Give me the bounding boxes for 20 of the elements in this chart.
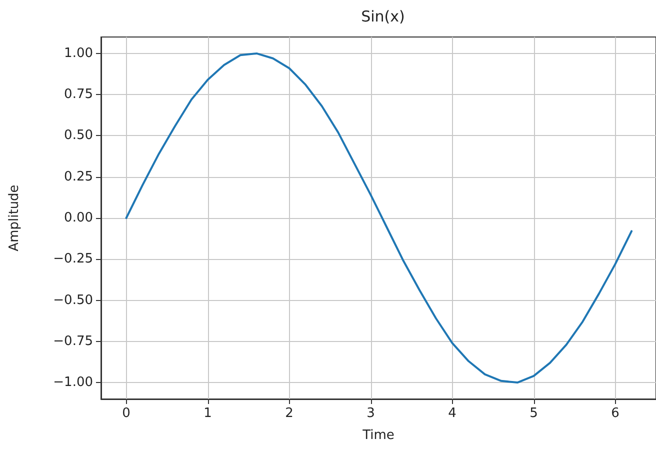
x-tick-label: 3 (366, 406, 375, 421)
line-series (125, 52, 633, 384)
x-tick-label: 0 (122, 406, 130, 421)
x-tick-label: 6 (611, 406, 620, 421)
y-tick-label: 0.25 (64, 169, 93, 184)
y-tick-label: 0.50 (64, 128, 93, 144)
chart-title: Sin(x) (361, 8, 405, 26)
y-axis-title: Amplitude (7, 184, 22, 252)
x-tick-label: 4 (448, 406, 456, 421)
y-tick-label: −0.50 (53, 292, 93, 308)
y-tick-label: 0.75 (64, 87, 93, 102)
x-tick-label: 1 (204, 406, 212, 421)
x-axis-title: Time (362, 428, 394, 443)
y-tick-label: 0.00 (64, 210, 93, 226)
y-tick-label: −0.75 (53, 334, 93, 349)
x-tick-label: 5 (530, 406, 538, 421)
y-tick-label: −1.00 (53, 375, 93, 390)
y-tick-label: 1.00 (64, 46, 93, 61)
x-tick-label: 2 (285, 406, 294, 421)
y-tick-label: −0.25 (53, 252, 93, 267)
